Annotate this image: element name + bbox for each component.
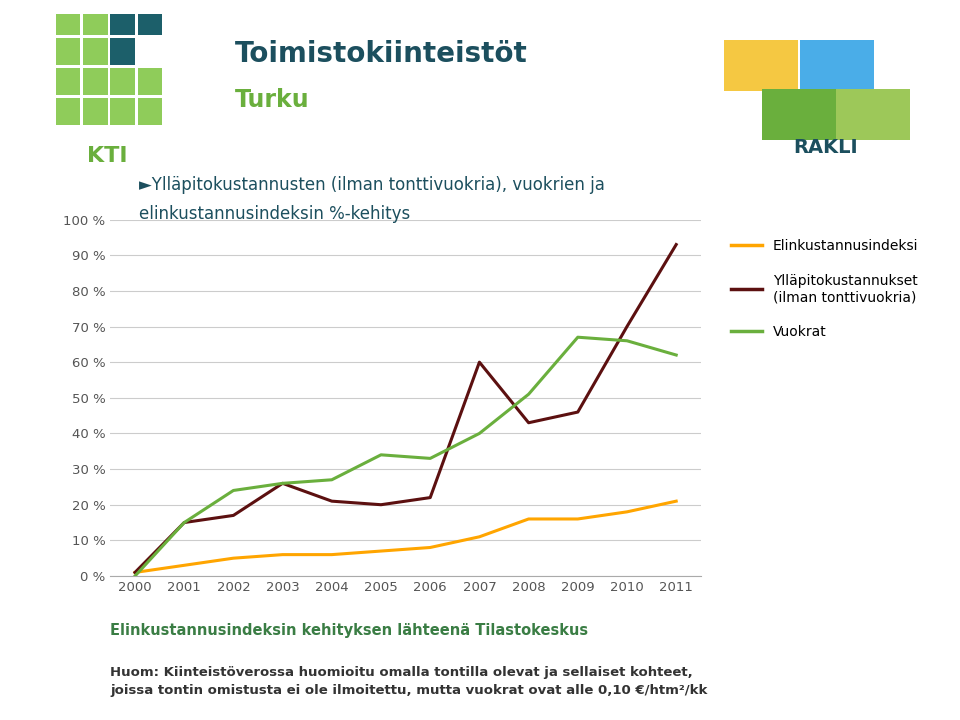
FancyBboxPatch shape <box>724 40 798 91</box>
Text: Elinkustannusindeksin kehityksen lähteenä Tilastokeskus: Elinkustannusindeksin kehityksen lähteen… <box>110 623 588 638</box>
FancyBboxPatch shape <box>56 0 80 5</box>
Text: KTI: KTI <box>87 146 128 166</box>
FancyBboxPatch shape <box>110 99 134 125</box>
FancyBboxPatch shape <box>110 68 134 95</box>
FancyBboxPatch shape <box>56 99 80 125</box>
FancyBboxPatch shape <box>56 38 80 65</box>
FancyBboxPatch shape <box>56 8 80 35</box>
FancyBboxPatch shape <box>56 68 80 95</box>
Legend: Elinkustannusindeksi, Ylläpitokustannukset
(ilman tonttivuokria), Vuokrat: Elinkustannusindeksi, Ylläpitokustannuks… <box>726 234 924 345</box>
FancyBboxPatch shape <box>83 8 108 35</box>
FancyBboxPatch shape <box>110 8 134 35</box>
FancyBboxPatch shape <box>836 89 910 140</box>
Text: Turku: Turku <box>235 88 310 112</box>
FancyBboxPatch shape <box>110 38 134 65</box>
FancyBboxPatch shape <box>138 99 162 125</box>
FancyBboxPatch shape <box>138 0 162 5</box>
Text: Huom: Kiinteistöverossa huomioitu omalla tontilla olevat ja sellaiset kohteet,
j: Huom: Kiinteistöverossa huomioitu omalla… <box>110 666 708 697</box>
FancyBboxPatch shape <box>83 99 108 125</box>
Text: ►Ylläpitokustannusten (ilman tonttivuokria), vuokrien ja: ►Ylläpitokustannusten (ilman tonttivuokr… <box>139 176 605 194</box>
FancyBboxPatch shape <box>762 89 836 140</box>
FancyBboxPatch shape <box>110 0 134 5</box>
Text: RAKLI: RAKLI <box>793 138 858 157</box>
Text: Toimistokiinteistöt: Toimistokiinteistöt <box>235 40 528 68</box>
FancyBboxPatch shape <box>83 68 108 95</box>
FancyBboxPatch shape <box>138 68 162 95</box>
FancyBboxPatch shape <box>83 0 108 5</box>
Text: elinkustannusindeksin %-kehitys: elinkustannusindeksin %-kehitys <box>139 205 411 223</box>
FancyBboxPatch shape <box>138 8 162 35</box>
FancyBboxPatch shape <box>801 40 875 91</box>
FancyBboxPatch shape <box>83 38 108 65</box>
